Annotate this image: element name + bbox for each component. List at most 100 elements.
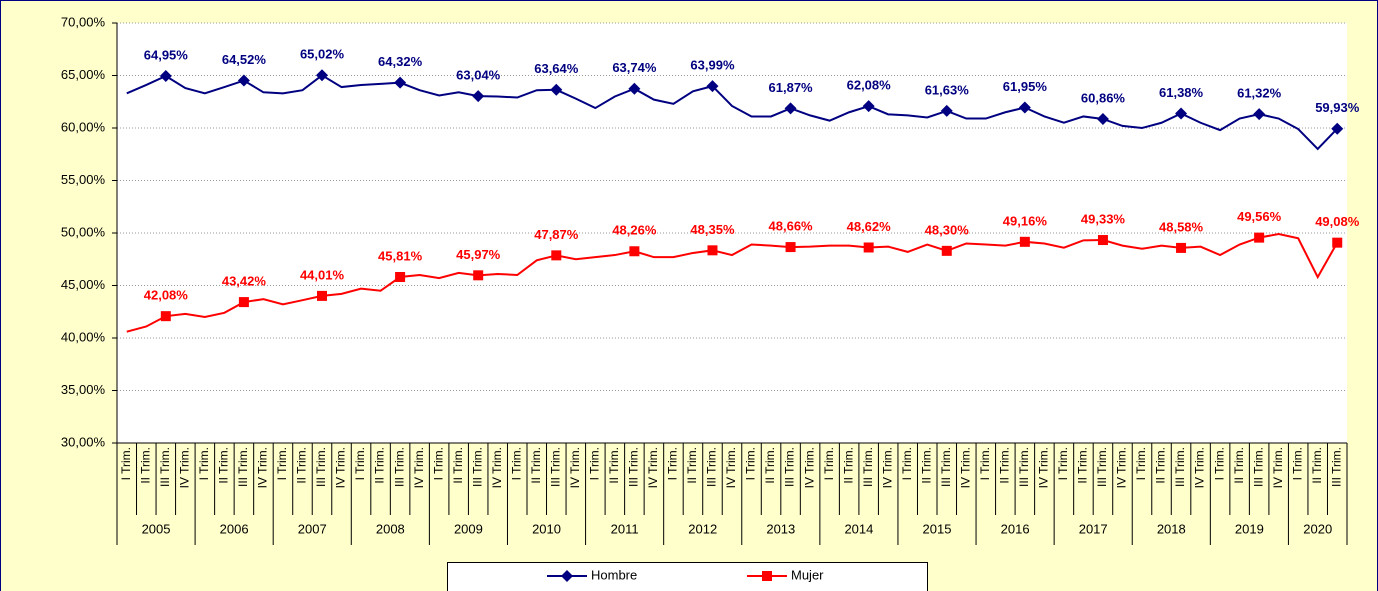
marker	[1176, 242, 1187, 253]
data-label: 61,95%	[1003, 79, 1048, 94]
marker	[394, 76, 407, 89]
data-label: 64,95%	[144, 47, 189, 62]
marker	[706, 80, 719, 93]
data-label: 48,66%	[769, 219, 814, 234]
year-label: 2020	[1303, 521, 1332, 536]
x-tick-label: IV Trim.	[880, 447, 894, 488]
x-tick-label: II Trim.	[1076, 447, 1090, 484]
data-label: 59,93%	[1315, 100, 1360, 115]
x-tick-label: IV Trim.	[334, 447, 348, 488]
x-tick-label: II Trim.	[998, 447, 1012, 484]
x-tick-label: III Trim.	[861, 447, 875, 487]
data-label: 63,74%	[612, 60, 657, 75]
marker	[785, 242, 796, 253]
y-tick-label: 40,00%	[61, 329, 106, 344]
marker	[1097, 235, 1108, 246]
marker	[160, 311, 171, 322]
x-tick-label: II Trim.	[217, 447, 231, 484]
data-label: 64,52%	[222, 52, 267, 67]
x-tick-label: I Trim.	[275, 447, 289, 480]
x-tick-label: II Trim.	[919, 447, 933, 484]
x-tick-label: III Trim.	[548, 447, 562, 487]
marker	[1332, 237, 1343, 248]
x-tick-label: II Trim.	[373, 447, 387, 484]
data-label: 44,01%	[300, 267, 345, 282]
x-tick-label: I Trim.	[822, 447, 836, 480]
x-tick-label: II Trim.	[295, 447, 309, 484]
x-tick-label: III Trim.	[1251, 447, 1265, 487]
data-label: 48,58%	[1159, 219, 1204, 234]
x-tick-label: III Trim.	[158, 447, 172, 487]
x-tick-label: II Trim.	[841, 447, 855, 484]
data-label: 61,38%	[1159, 85, 1204, 100]
data-label: 49,56%	[1237, 209, 1282, 224]
x-tick-label: I Trim.	[978, 447, 992, 480]
year-label: 2013	[766, 521, 795, 536]
x-tick-label: IV Trim.	[568, 447, 582, 488]
year-label: 2018	[1157, 521, 1186, 536]
x-tick-label: I Trim.	[1134, 447, 1148, 480]
x-tick-label: III Trim.	[1017, 447, 1031, 487]
marker	[863, 242, 874, 253]
marker	[1253, 108, 1266, 121]
x-tick-label: I Trim.	[1290, 447, 1304, 480]
x-tick-label: I Trim.	[509, 447, 523, 480]
data-label: 63,64%	[534, 61, 579, 76]
x-tick-label: I Trim.	[1056, 447, 1070, 480]
marker	[316, 69, 328, 82]
marker	[1096, 112, 1109, 125]
x-tick-label: III Trim.	[392, 447, 406, 487]
x-tick-label: IV Trim.	[1271, 447, 1285, 488]
year-label: 2019	[1235, 521, 1264, 536]
marker	[862, 100, 875, 113]
x-tick-label: III Trim.	[939, 447, 953, 487]
marker	[550, 83, 563, 96]
marker	[707, 245, 718, 256]
x-tick-label: I Trim.	[744, 447, 758, 480]
x-tick-label: III Trim.	[470, 447, 484, 487]
x-tick-label: II Trim.	[685, 447, 699, 484]
data-label: 49,33%	[1081, 211, 1126, 226]
y-tick-label: 55,00%	[61, 172, 106, 187]
data-label: 48,26%	[612, 223, 657, 238]
legend-label: Mujer	[791, 567, 824, 582]
data-label: 47,87%	[534, 227, 579, 242]
year-label: 2007	[298, 521, 327, 536]
marker	[472, 90, 485, 103]
year-label: 2016	[1001, 521, 1030, 536]
x-tick-label: IV Trim.	[178, 447, 192, 488]
x-tick-label: II Trim.	[451, 447, 465, 484]
y-tick-label: 30,00%	[61, 434, 106, 449]
data-label: 62,08%	[847, 78, 892, 93]
y-tick-label: 60,00%	[61, 119, 106, 134]
x-tick-label: I Trim.	[197, 447, 211, 480]
year-label: 2010	[532, 521, 561, 536]
data-label: 64,32%	[378, 54, 423, 69]
x-tick-label: IV Trim.	[1037, 447, 1051, 488]
x-tick-label: I Trim.	[119, 447, 133, 480]
marker	[628, 82, 641, 95]
x-tick-label: II Trim.	[529, 447, 543, 484]
x-tick-label: IV Trim.	[802, 447, 816, 488]
data-label: 48,62%	[847, 219, 892, 234]
x-tick-label: IV Trim.	[1115, 447, 1129, 488]
year-label: 2009	[454, 521, 483, 536]
x-tick-label: III Trim.	[627, 447, 641, 487]
y-tick-label: 70,00%	[61, 14, 106, 29]
y-tick-label: 45,00%	[61, 277, 106, 292]
x-tick-label: III Trim.	[314, 447, 328, 487]
data-label: 42,08%	[144, 288, 189, 303]
x-tick-label: III Trim.	[705, 447, 719, 487]
legend-label: Hombre	[591, 567, 637, 582]
year-label: 2012	[688, 521, 717, 536]
data-label: 61,87%	[769, 80, 814, 95]
data-label: 61,63%	[925, 82, 970, 97]
y-tick-label: 35,00%	[61, 382, 106, 397]
x-tick-label: I Trim.	[353, 447, 367, 480]
marker	[159, 70, 172, 83]
x-tick-label: I Trim.	[666, 447, 680, 480]
y-tick-label: 65,00%	[61, 67, 106, 82]
x-tick-label: IV Trim.	[724, 447, 738, 488]
marker	[784, 102, 797, 115]
